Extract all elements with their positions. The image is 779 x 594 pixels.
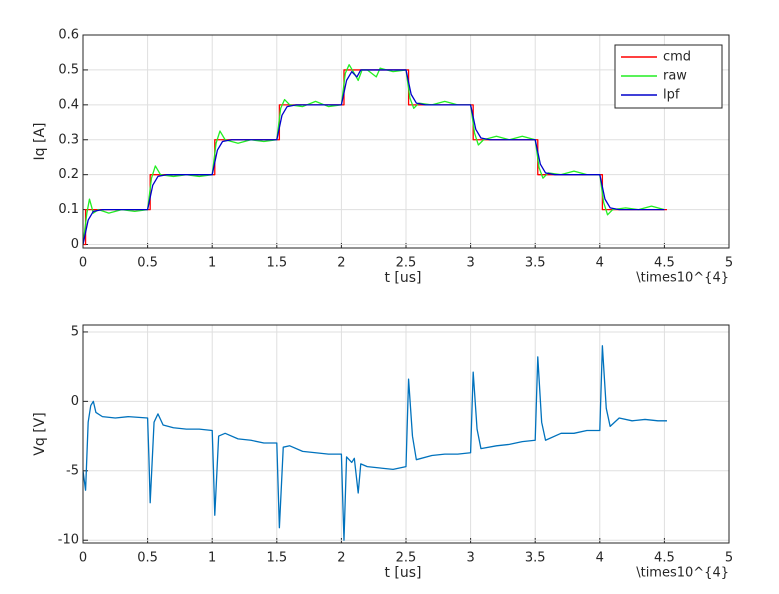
x-axis-label: t [us] xyxy=(384,565,421,581)
y-axis-label: Vq [V] xyxy=(32,412,48,455)
x-tick-label: 2 xyxy=(337,256,345,271)
x-tick-label: 2.5 xyxy=(396,256,417,271)
x-tick-label: 5 xyxy=(725,551,733,566)
y-tick-label: 0 xyxy=(71,394,79,409)
x-tick-label: 2 xyxy=(337,551,345,566)
data-layer xyxy=(83,345,667,541)
x-tick-label: 3.5 xyxy=(525,551,546,566)
x-tick-label: 4.5 xyxy=(654,551,675,566)
y-tick-label: 0.3 xyxy=(58,132,79,147)
x-tick-label: 0 xyxy=(79,551,87,566)
x-tick-label: 4 xyxy=(596,256,604,271)
y-tick-label: 0.6 xyxy=(58,28,79,43)
x-tick-label: 3.5 xyxy=(525,256,546,271)
y-tick-label: 0.4 xyxy=(58,97,79,112)
axes: 0 0.5 1 1.5 2 2.5 3 3.5 4 4.5 5 -10 -5 0 5 t [us] \times… xyxy=(32,324,733,581)
legend-label: cmd xyxy=(663,50,691,65)
data-layer xyxy=(83,64,667,246)
x-tick-label: 1.5 xyxy=(266,551,287,566)
x-tick-label: 1 xyxy=(208,256,216,271)
series-line xyxy=(83,69,665,245)
x-tick-label: 0 xyxy=(79,256,87,271)
y-tick-label: 0.5 xyxy=(58,62,79,77)
legend-label: raw xyxy=(663,69,687,84)
x-tick-label: 1 xyxy=(208,551,216,566)
x-exponent-label: \times10^{4} xyxy=(636,271,729,286)
x-tick-label: 2.5 xyxy=(396,551,417,566)
y-tick-label: 0 xyxy=(71,237,79,252)
x-tick-label: 4.5 xyxy=(654,256,675,271)
y-tick-label: -10 xyxy=(58,533,79,548)
x-tick-label: 0.5 xyxy=(137,551,158,566)
x-exponent-label: \times10^{4} xyxy=(636,566,729,581)
x-tick-label: 5 xyxy=(725,256,733,271)
y-tick-label: -5 xyxy=(66,463,79,478)
axes-frame xyxy=(82,34,730,249)
legend-label: lpf xyxy=(663,88,680,103)
y-tick-label: 5 xyxy=(71,324,79,339)
axes: 0 0.5 1 1.5 2 2.5 3 3.5 4 4.5 5 0 0.1 0.2 0.3 0.4 0.5 0.6… xyxy=(32,28,733,287)
series-line xyxy=(83,345,667,541)
x-tick-label: 1.5 xyxy=(266,256,287,271)
axes-frame xyxy=(82,324,730,544)
x-tick-label: 4 xyxy=(596,551,604,566)
y-tick-label: 0.1 xyxy=(58,202,79,217)
legend: cmd raw lpf xyxy=(614,44,723,109)
x-tick-label: 3 xyxy=(466,551,474,566)
x-tick-label: 0.5 xyxy=(137,256,158,271)
y-tick-label: 0.2 xyxy=(58,167,79,182)
x-tick-label: 3 xyxy=(466,256,474,271)
x-axis-label: t [us] xyxy=(384,270,421,286)
y-axis-label: Iq [A] xyxy=(32,123,48,161)
